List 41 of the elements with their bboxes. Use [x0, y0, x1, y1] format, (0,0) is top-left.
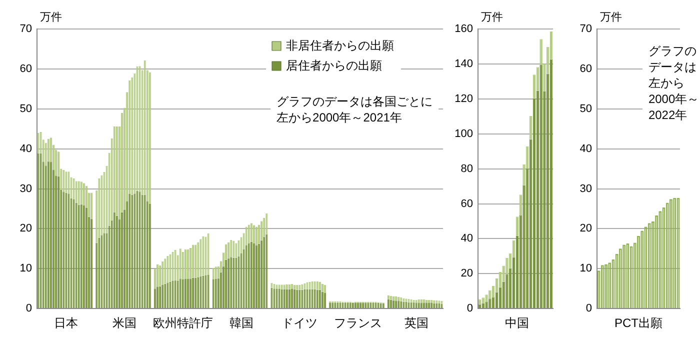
y-tick-label: 0: [26, 302, 32, 315]
y-tick-label: 10: [20, 262, 32, 275]
y-tick-label: 160: [454, 23, 473, 36]
x-tick-label: PCT出願: [614, 316, 662, 330]
x-tick-label: 米国: [112, 316, 137, 330]
y-tick-label: 50: [580, 102, 592, 115]
y-tick-label: 10: [580, 262, 592, 275]
y-tick-label: 80: [460, 162, 473, 175]
y-tick-label: 30: [580, 182, 592, 195]
y-tick-label: 0: [586, 302, 592, 315]
x-tick-label: 欧州特許庁: [152, 316, 213, 330]
y-tick-label: 40: [460, 232, 473, 245]
y-tick-label: 20: [580, 222, 592, 235]
x-tick-label: 韓国: [229, 316, 254, 330]
y-tick-label: 70: [20, 23, 32, 36]
y-tick-label: 60: [20, 62, 32, 75]
y-axis-title: 万件: [600, 12, 622, 24]
y-tick-label: 60: [460, 198, 473, 210]
y-tick-label: 20: [460, 268, 473, 280]
y-tick-label: 20: [20, 222, 32, 235]
annotation: グラフのデータは各国ごとに左から2000年～2021年: [276, 94, 433, 124]
y-tick-label: 60: [580, 62, 592, 75]
y-tick-label: 100: [454, 128, 473, 140]
y-tick-label: 140: [454, 58, 473, 70]
y-tick-label: 0: [466, 302, 473, 315]
y-tick-label: 30: [20, 182, 32, 195]
y-axis-title: 万件: [40, 12, 62, 24]
y-axis-title: 万件: [481, 12, 503, 24]
x-tick-label: 日本: [54, 316, 78, 330]
legend-label: 居住者からの出願: [286, 58, 382, 72]
y-tick-label: 120: [454, 92, 473, 105]
x-tick-label: 中国: [505, 316, 530, 330]
x-tick-label: 英国: [404, 316, 428, 330]
x-tick-label: ドイツ: [282, 316, 318, 330]
x-tick-label: フランス: [334, 316, 382, 330]
y-tick-label: 50: [20, 102, 32, 115]
y-tick-label: 40: [580, 142, 592, 155]
annotation: グラフのデータは左から2000年～2022年: [648, 44, 700, 122]
legend-label: 非居住者からの出願: [286, 38, 394, 52]
y-tick-label: 40: [20, 142, 32, 155]
y-tick-label: 70: [580, 23, 592, 36]
